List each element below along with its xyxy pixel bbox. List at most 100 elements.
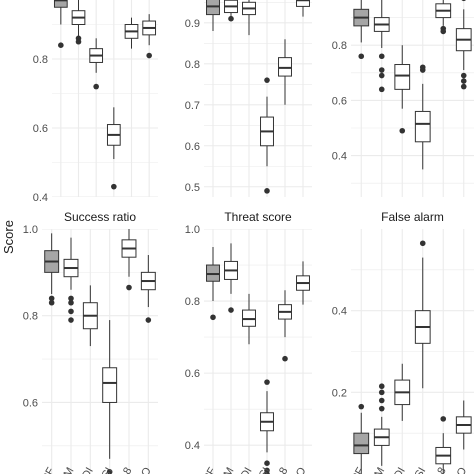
outlier-point [378,86,385,93]
plot-area [351,0,474,197]
x-tick-label: PF [349,465,367,474]
box-5 [124,17,139,49]
box-2 [224,243,238,313]
outlier-point [378,72,385,79]
outlier-point [68,308,74,315]
box-4 [414,64,431,170]
box-5 [121,229,137,291]
outlier-point [126,284,132,291]
box-body [394,64,411,90]
outlier-point [264,379,270,385]
outlier-point [264,471,270,474]
outlier-point [461,0,466,2]
x-tick-label: ODSI [249,466,273,474]
outlier-point [419,64,426,71]
box-body [102,367,118,403]
box-1 [44,233,60,306]
panel-title: Success ratio [64,210,136,224]
outlier-point [378,397,385,404]
box-2 [71,0,86,45]
y-tick-label: 0.6 [185,141,200,153]
box-4 [260,77,274,194]
box-6 [296,261,310,305]
box-5 [435,416,452,474]
box-2 [373,383,390,466]
plot-area [42,229,158,474]
y-tick-label: 0.7 [185,100,200,112]
box-1 [353,0,370,60]
x-tick-label: PIO [289,465,309,474]
outlier-point [48,299,55,306]
outlier-point [228,307,234,313]
y-tick-label: 0.8 [185,59,200,71]
y-tick-label: 0.8 [332,40,347,52]
box-6 [455,0,472,90]
plot-area [351,229,474,474]
x-tick-label: PF [40,465,58,474]
y-tick-label: 0.8 [185,296,200,308]
panel-title: Threat score [224,210,292,224]
box-2 [373,0,390,93]
box-2 [224,0,238,22]
outlier-point [460,72,467,79]
outlier-point [460,78,467,84]
outlier-point [228,15,234,22]
y-tick-label: 0.8 [23,311,38,323]
outlier-point [145,317,152,323]
x-tick-label: ODSI [405,466,429,474]
box-body [278,57,292,77]
box-6 [142,14,157,59]
outlier-point [399,127,406,134]
box-1 [53,0,68,48]
box-3 [394,363,411,421]
box-1 [353,403,370,474]
outlier-point [378,383,385,390]
x-tick-label: PIO [449,465,469,474]
outlier-point [264,188,270,194]
x-tick-label: ODI [234,466,254,474]
outlier-point [106,469,113,474]
outlier-point [93,83,99,90]
outlier-point [282,355,288,362]
outlier-point [68,317,74,323]
panel-4: 0.6 0.8 1.0 PFFDMODIODSI-0.8PIO Success rati… [23,210,158,474]
y-tick-label: 0.6 [33,123,48,135]
box-1 [206,0,220,31]
box-3 [242,293,256,345]
box-6 [455,400,472,450]
x-tick-label: -0.8 [429,466,449,474]
x-tick-label: ODI [76,466,96,474]
outlier-point [264,77,270,83]
box-5 [278,39,292,105]
box-3 [82,285,98,347]
box-5 [435,0,452,35]
y-tick-label: 0.2 [332,387,347,399]
x-tick-label: FDM [54,466,76,474]
outlier-point [440,28,447,35]
outlier-point [210,314,216,321]
y-tick-label: 0.4 [33,192,48,204]
box-6 [296,0,310,17]
outlier-point [48,295,55,302]
box-6 [140,255,156,323]
outlier-point [146,52,152,59]
outlier-point [68,295,74,302]
box-4 [106,107,121,190]
panel-2: 0.5 0.6 0.7 0.8 0.9 [185,0,312,197]
outlier-point [358,53,365,60]
outlier-point [378,405,385,412]
outlier-point [264,460,270,466]
plot-area [52,0,158,197]
x-tick-label: PF [201,465,219,474]
box-3 [89,38,104,90]
box-3 [242,0,256,36]
y-tick-label: 0.8 [33,54,48,66]
outlier-point [440,416,447,422]
panel-6: 0.2 0.4 PFFDMODIODSI-0.8PIO False alarm [332,210,474,474]
y-tick-label: 0.4 [185,440,200,452]
x-tick-label: -0.8 [115,466,135,474]
panel-3: 0.4 0.6 0.8 [332,0,474,197]
panel-5: 0.4 0.6 0.8 1.0 PFFDMODIODSI-0.8PIO Threat sc… [185,210,312,474]
outlier-point [419,240,426,247]
